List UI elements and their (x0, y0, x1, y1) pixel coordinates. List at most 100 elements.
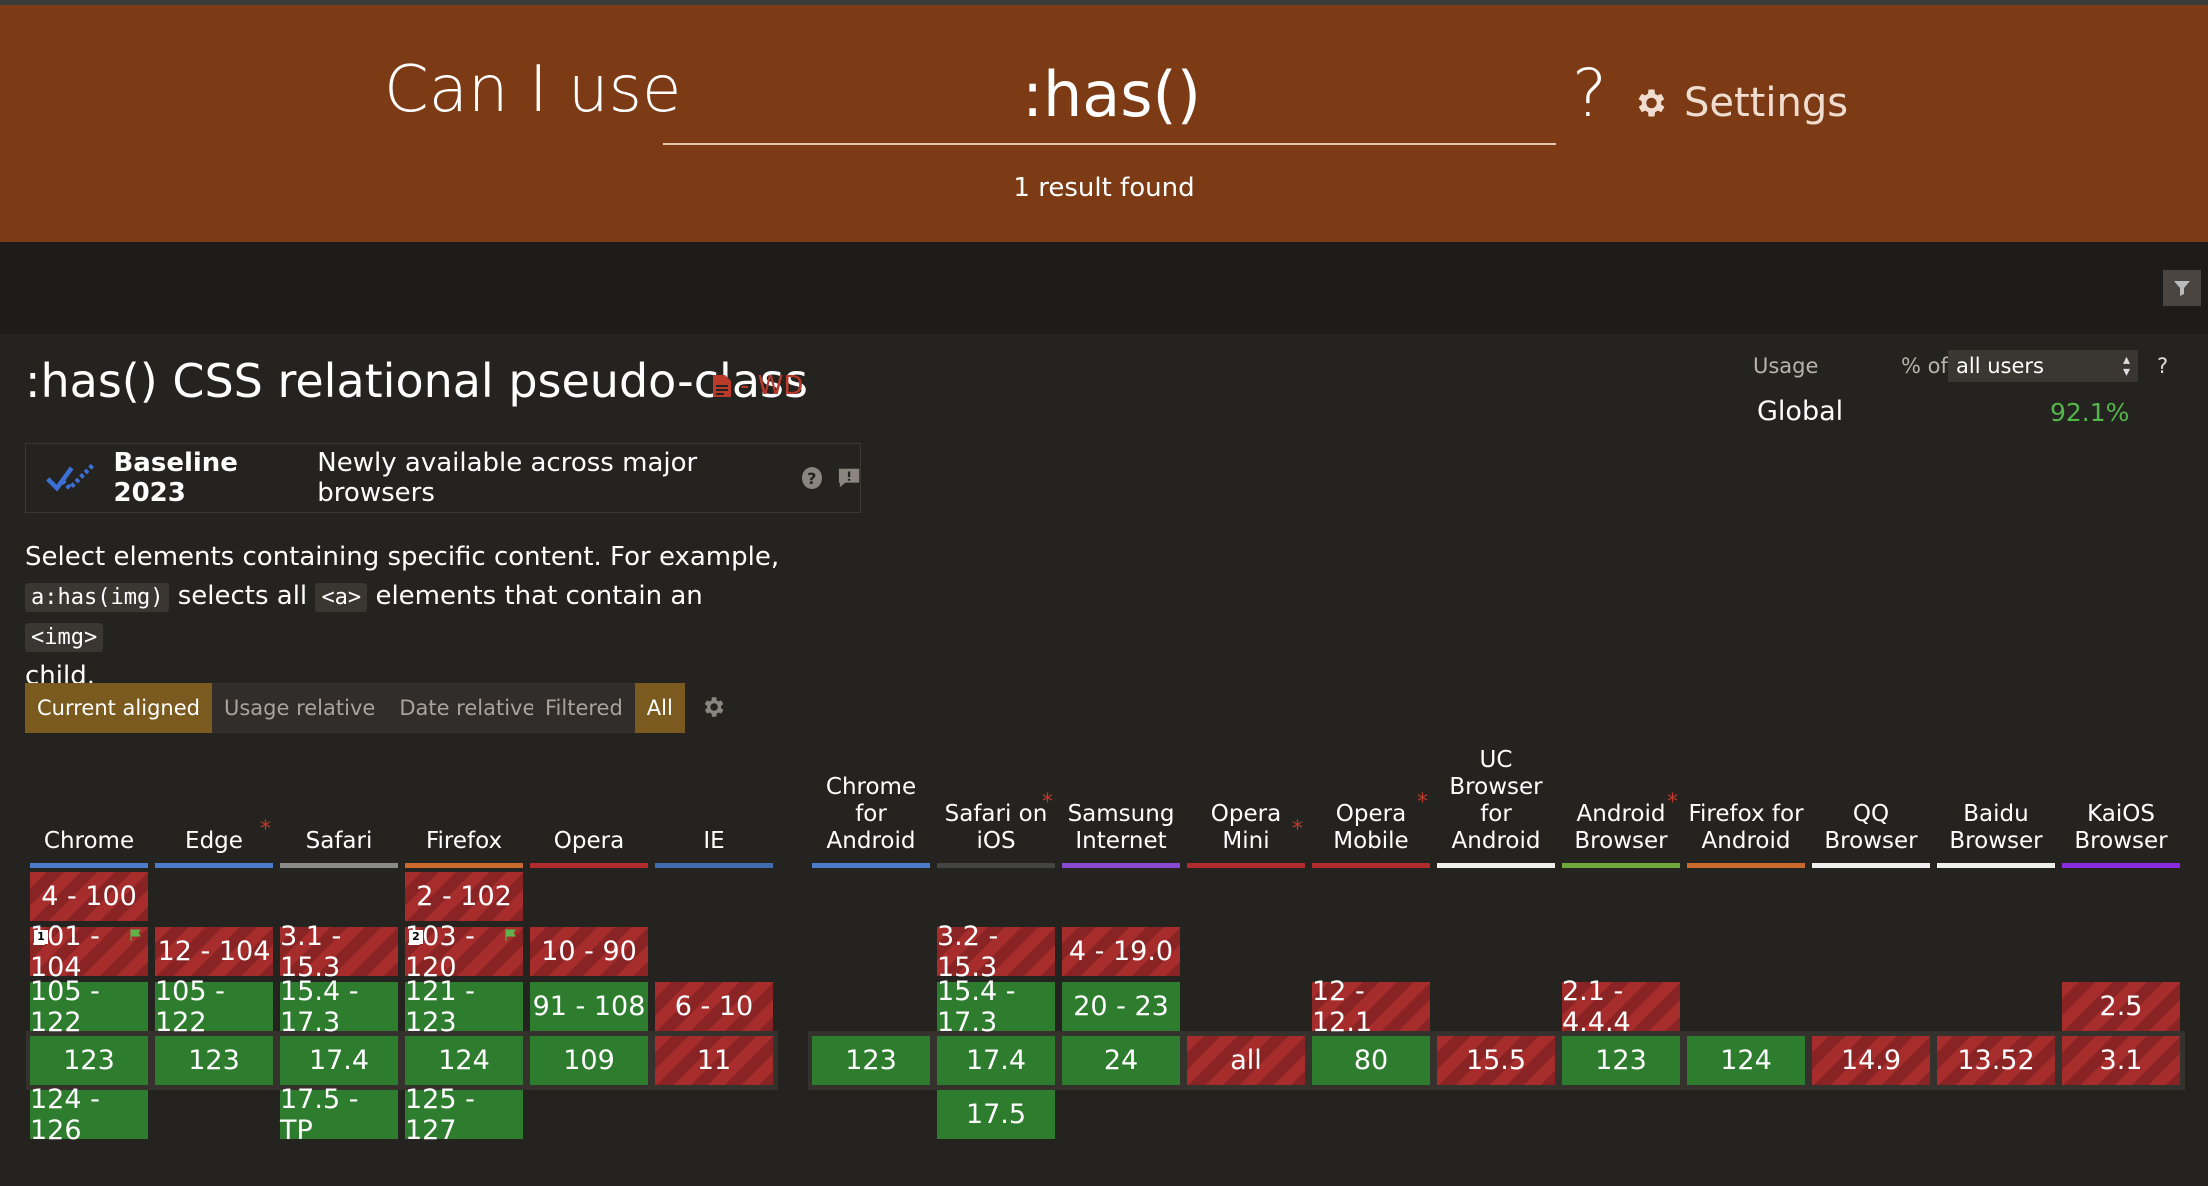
supported-version-cell[interactable]: 24 (1062, 1036, 1180, 1085)
supported-version-cell[interactable]: 91 - 108 (530, 982, 648, 1031)
unsupported-version-cell[interactable]: 14.9 (1812, 1036, 1930, 1085)
unsupported-version-cell[interactable]: 101 - 104 1 (30, 921, 148, 983)
date-relative-toggle[interactable]: Date relative (387, 683, 548, 733)
version-range: 101 - 104 (30, 920, 100, 983)
search-input[interactable] (663, 45, 1560, 143)
usage-help-link[interactable]: ? (2157, 354, 2169, 378)
browser-header-android-browser[interactable]: Android Browser * (1562, 740, 1680, 855)
browser-header-safari-on-ios[interactable]: Safari on iOS * (937, 740, 1055, 855)
select-arrows-icon: ▴ ▾ (2122, 352, 2130, 380)
settings-label: Settings (1684, 80, 1849, 126)
filter-band (0, 242, 2208, 334)
supported-version-cell[interactable]: 123 (812, 1036, 930, 1085)
supported-version-cell[interactable]: 123 (30, 1036, 148, 1085)
supported-version-cell[interactable]: 105 - 122 (30, 976, 148, 1038)
supported-version-cell[interactable]: 105 - 122 (155, 976, 273, 1038)
unsupported-version-cell[interactable]: 6 - 10 (655, 982, 773, 1031)
browser-header-chrome[interactable]: Chrome (30, 740, 148, 855)
version-range: 124 (438, 1045, 490, 1076)
browser-name-line: Chrome (825, 774, 917, 800)
settings-button[interactable]: Settings (1632, 75, 1848, 131)
supported-version-cell[interactable]: 17.5 (937, 1090, 1055, 1139)
version-range: 123 (63, 1045, 115, 1076)
browser-header-opera[interactable]: Opera (530, 740, 648, 855)
browser-header-safari[interactable]: Safari (280, 740, 398, 855)
supported-version-cell[interactable]: 109 (530, 1036, 648, 1085)
browser-name-line: Mobile (1333, 828, 1409, 854)
unsupported-version-cell[interactable]: 3.1 (2062, 1036, 2180, 1085)
unsupported-version-cell[interactable]: 4 - 19.0 (1062, 927, 1180, 976)
version-range: 123 (188, 1045, 240, 1076)
unsupported-version-cell[interactable]: 13.52 (1937, 1036, 2055, 1085)
browser-header-samsung-internet[interactable]: Samsung Internet (1062, 740, 1180, 855)
spec-status-link[interactable]: - WD (712, 371, 803, 401)
supported-version-cell[interactable]: 15.4 - 17.3 (937, 976, 1055, 1038)
version-range: 6 - 10 (674, 991, 754, 1022)
version-range: 3.1 (2099, 1045, 2143, 1076)
version-range: 2.5 (2099, 991, 2143, 1022)
supported-version-cell[interactable]: 80 (1312, 1036, 1430, 1085)
browser-color-bar (1812, 863, 1930, 868)
filter-button[interactable] (2163, 270, 2201, 306)
browser-color-bar (812, 863, 930, 868)
version-range: 124 (1720, 1045, 1772, 1076)
supported-version-cell[interactable]: 124 (1687, 1036, 1805, 1085)
usage-users-select[interactable]: all users ▴ ▾ (1948, 350, 2138, 382)
supported-version-cell[interactable]: 17.5 - TP (280, 1084, 398, 1146)
browser-header-chrome-for-android[interactable]: Chrome for Android (812, 740, 930, 855)
unsupported-version-cell[interactable]: all (1187, 1036, 1305, 1085)
unsupported-version-cell[interactable]: 103 - 120 2 (405, 921, 523, 983)
supported-version-cell[interactable]: 123 (1562, 1036, 1680, 1085)
browser-header-kaios-browser[interactable]: KaiOS Browser (2062, 740, 2180, 855)
browser-header-baidu-browser[interactable]: Baidu Browser (1937, 740, 2055, 855)
flag-icon (130, 929, 141, 941)
unsupported-version-cell[interactable]: 2 - 102 (405, 872, 523, 921)
feedback-icon[interactable] (838, 467, 860, 489)
document-icon (713, 375, 731, 397)
supported-version-cell[interactable]: 124 (405, 1036, 523, 1085)
usage-relative-toggle[interactable]: Usage relative (211, 683, 388, 733)
unsupported-version-cell[interactable]: 11 (655, 1036, 773, 1085)
search-field-wrapper (663, 45, 1560, 145)
supported-version-cell[interactable]: 123 (155, 1036, 273, 1085)
table-settings-gear-icon[interactable] (700, 694, 726, 720)
unsupported-version-cell[interactable]: 12 - 104 (155, 927, 273, 976)
filtered-toggle[interactable]: Filtered (533, 683, 635, 733)
browser-header-firefox[interactable]: Firefox (405, 740, 523, 855)
help-icon[interactable]: ? (801, 467, 822, 489)
unsupported-version-cell[interactable]: 15.5 (1437, 1036, 1555, 1085)
browser-header-edge[interactable]: Edge * (155, 740, 273, 855)
browser-header-opera-mobile[interactable]: Opera Mobile * (1312, 740, 1430, 855)
supported-version-cell[interactable]: 121 - 123 (405, 976, 523, 1038)
browser-header-qq-browser[interactable]: QQ Browser (1812, 740, 1930, 855)
version-range: 109 (563, 1045, 615, 1076)
browser-name-line: Browser (1824, 828, 1918, 854)
supported-version-cell[interactable]: 124 - 126 (30, 1084, 148, 1146)
all-toggle[interactable]: All (634, 683, 685, 733)
browser-header-ie[interactable]: IE (655, 740, 773, 855)
unsupported-version-cell[interactable]: 12 - 12.1 (1312, 976, 1430, 1038)
unsupported-version-cell[interactable]: 3.2 - 15.3 (937, 921, 1055, 983)
version-range: 17.4 (965, 1045, 1027, 1076)
supported-version-cell[interactable]: 15.4 - 17.3 (280, 976, 398, 1038)
results-count: 1 result found (1013, 173, 1195, 203)
browser-header-uc-browser-for-android[interactable]: UC Browser for Android (1437, 740, 1555, 855)
description-code-2: <a> (315, 583, 368, 612)
unsupported-version-cell[interactable]: 3.1 - 15.3 (280, 921, 398, 983)
supported-version-cell[interactable]: 17.4 (937, 1036, 1055, 1085)
current-aligned-toggle[interactable]: Current aligned (25, 683, 212, 733)
browser-header-firefox-for-android[interactable]: Firefox for Android (1687, 740, 1805, 855)
supported-version-cell[interactable]: 17.4 (280, 1036, 398, 1085)
unsupported-version-cell[interactable]: 10 - 90 (530, 927, 648, 976)
baseline-check-icon (46, 462, 96, 492)
supported-version-cell[interactable]: 125 - 127 (405, 1084, 523, 1146)
version-range: 125 - 127 (405, 1083, 475, 1146)
unsupported-version-cell[interactable]: 2.1 - 4.4.4 (1562, 976, 1680, 1038)
unsupported-version-cell[interactable]: 4 - 100 (30, 872, 148, 921)
unsupported-version-cell[interactable]: 2.5 (2062, 982, 2180, 1031)
version-range: 3.1 - 15.3 (280, 920, 342, 983)
supported-version-cell[interactable]: 20 - 23 (1062, 982, 1180, 1031)
description-text-3: elements that contain an (367, 581, 703, 611)
browser-header-opera-mini[interactable]: Opera Mini * (1187, 740, 1305, 855)
current-row-desktop (26, 1031, 778, 1090)
